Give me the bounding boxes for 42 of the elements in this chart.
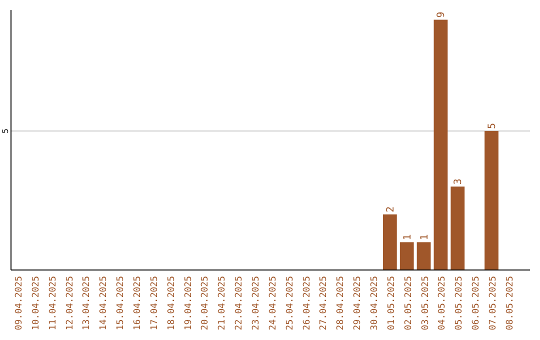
x-tick-label: 25.04.2025: [285, 276, 296, 330]
x-tick-label: 03.05.2025: [420, 276, 431, 330]
x-tick-label: 26.04.2025: [302, 276, 312, 330]
x-tick-label: 14.04.2025: [99, 276, 110, 330]
x-tick-label: 20.04.2025: [200, 276, 211, 330]
x-tick-label: 29.04.2025: [353, 276, 364, 330]
x-tick-label: 08.05.2025: [505, 276, 516, 330]
bar: [484, 130, 498, 270]
data-label: 1: [402, 234, 414, 240]
x-tick-label: 23.04.2025: [251, 276, 262, 330]
x-tick-label: 19.04.2025: [184, 276, 194, 330]
x-tick-label: 21.04.2025: [218, 276, 228, 330]
x-tick-label: 24.04.2025: [268, 276, 278, 330]
x-tick-label: 18.04.2025: [166, 276, 177, 330]
bar: [416, 242, 431, 270]
x-tick-label: 06.05.2025: [472, 276, 482, 330]
x-tick-label: 30.04.2025: [370, 276, 380, 330]
x-tick-label: 16.04.2025: [132, 276, 143, 330]
data-label: 3: [453, 178, 464, 185]
bar: [382, 214, 397, 270]
x-tick-label: 22.04.2025: [234, 276, 245, 330]
bar: [434, 20, 448, 270]
x-tick-label: 27.04.2025: [319, 276, 330, 330]
data-label: 5: [487, 122, 498, 129]
data-label: 9: [436, 12, 448, 18]
x-tick-label: 28.04.2025: [336, 276, 346, 330]
x-tick-label: 15.04.2025: [116, 276, 126, 330]
x-tick-label: 02.05.2025: [404, 276, 414, 330]
data-label: 2: [385, 206, 396, 212]
data-label: 1: [419, 234, 430, 240]
x-tick-label: 13.04.2025: [82, 276, 92, 330]
x-tick-label: 12.04.2025: [65, 276, 76, 330]
bar: [400, 242, 414, 270]
x-tick-label: 05.05.2025: [454, 276, 465, 330]
x-tick-label: 17.04.2025: [150, 276, 160, 330]
x-tick-label: 07.05.2025: [488, 276, 499, 330]
x-tick-label: 09.04.2025: [14, 276, 24, 330]
x-tick-label: 01.05.2025: [386, 276, 397, 330]
bar: [450, 186, 465, 270]
x-tick-label: 11.04.2025: [48, 276, 58, 330]
x-tick-label: 04.05.2025: [438, 276, 448, 330]
x-tick-label: 10.04.2025: [31, 276, 42, 330]
